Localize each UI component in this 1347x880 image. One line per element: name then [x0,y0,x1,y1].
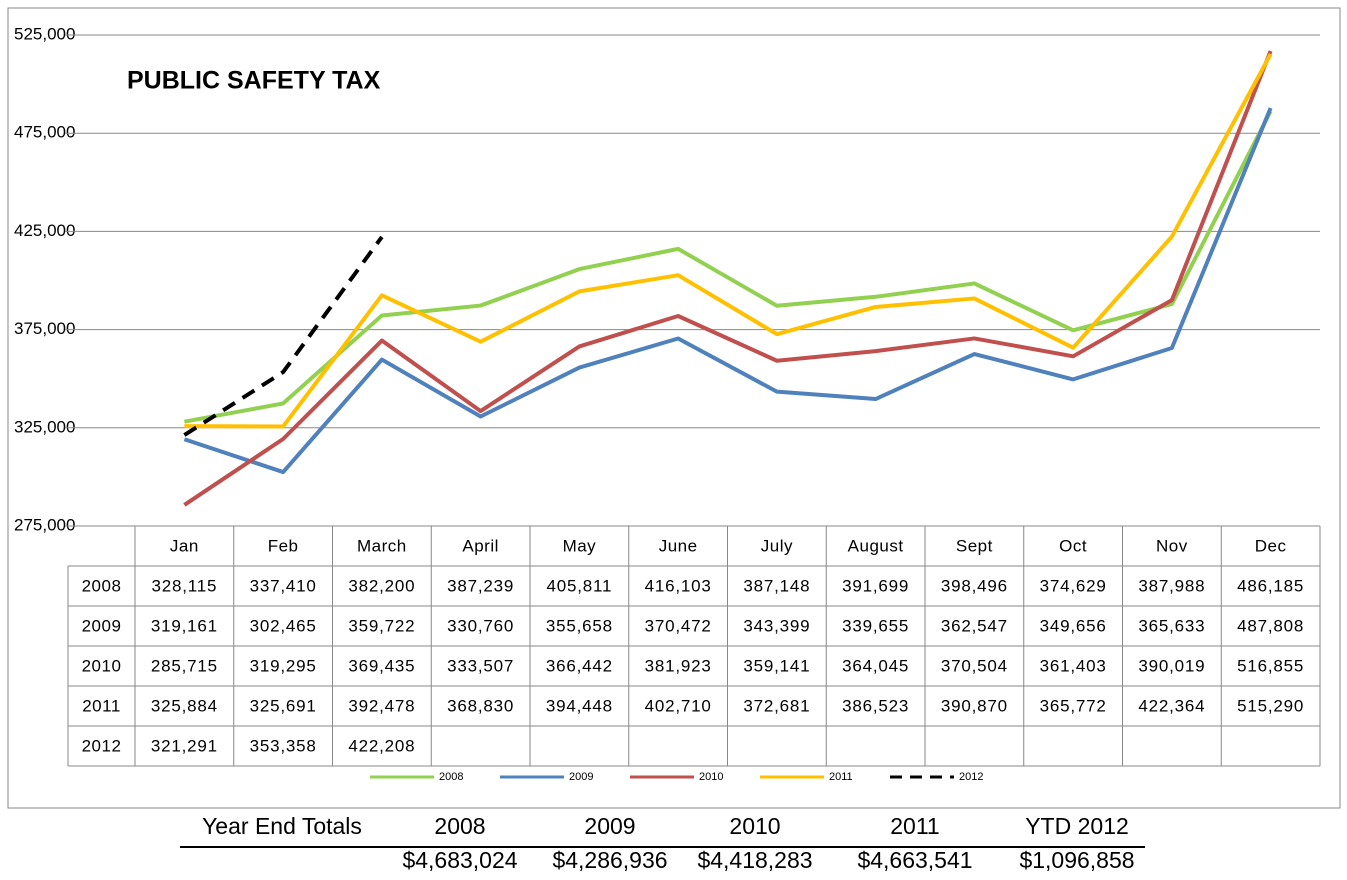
x-tick-label: August [848,536,904,555]
totals-value: $1,096,858 [1019,847,1134,873]
legend-label: 2010 [699,771,723,783]
totals-header: 2008 [434,813,485,839]
data-label: 366,442 [546,656,613,675]
totals-header: YTD 2012 [1025,813,1129,839]
series-line [183,107,1273,475]
y-tick-label: 375,000 [14,319,75,338]
data-label: 387,148 [743,576,810,595]
x-tick-label: June [659,536,698,555]
table-row-label: 2010 [82,656,122,675]
legend-label: 2009 [569,771,593,783]
totals-header: 2009 [584,813,635,839]
totals-value: $4,418,283 [697,847,812,873]
table-row-label: 2008 [82,576,122,595]
totals-header: 2011 [890,813,939,839]
data-label: 353,358 [250,736,317,755]
data-label: 369,435 [348,656,415,675]
data-label: 337,410 [250,576,317,595]
data-label: 398,496 [941,576,1008,595]
x-tick-label: May [563,536,597,555]
data-label: 422,364 [1138,696,1205,715]
legend-label: 2012 [959,771,983,783]
table-row-label: 2011 [82,696,121,715]
chart-title: PUBLIC SAFETY TAX [127,67,381,95]
legend-label: 2011 [829,771,853,783]
data-label: 390,870 [941,696,1008,715]
data-label: 343,399 [743,616,810,635]
data-label: 386,523 [842,696,909,715]
table-row-label: 2012 [82,736,122,755]
data-label: 370,504 [941,656,1008,675]
data-label: 416,103 [645,576,712,595]
data-label: 359,141 [743,656,810,675]
data-label: 359,722 [348,616,415,635]
data-label: 302,465 [250,616,317,635]
data-label: 325,691 [250,696,317,715]
x-tick-label: April [462,536,499,555]
legend-label: 2008 [439,771,463,783]
data-label: 325,884 [151,696,218,715]
data-label: 405,811 [546,576,612,595]
data-label: 362,547 [941,616,1008,635]
x-tick-label: March [357,536,407,555]
y-tick-label: 325,000 [14,417,75,436]
data-label: 374,629 [1040,576,1107,595]
data-label: 516,855 [1237,656,1304,675]
data-label: 349,656 [1040,616,1107,635]
data-label: 422,208 [348,736,415,755]
x-tick-label: July [761,536,793,555]
totals-title: Year End Totals [202,813,362,839]
table-row-label: 2009 [82,616,122,635]
data-label: 486,185 [1237,576,1304,595]
data-label: 381,923 [645,656,712,675]
data-label: 319,161 [151,616,218,635]
data-label: 372,681 [743,696,810,715]
data-label: 319,295 [250,656,317,675]
totals-value: $4,286,936 [552,847,667,873]
data-label: 365,772 [1040,696,1107,715]
series-line [183,235,384,437]
data-label: 387,239 [447,576,514,595]
data-label: 285,715 [151,656,218,675]
series-line [184,110,1273,424]
chart-frame [7,7,1341,809]
y-tick-label: 475,000 [14,123,75,142]
data-label: 330,760 [447,616,514,635]
data-label: 355,658 [546,616,613,635]
data-label: 390,019 [1138,656,1205,675]
totals-value: $4,663,541 [857,847,972,873]
y-tick-label: 275,000 [14,515,75,534]
data-label: 392,478 [348,696,415,715]
y-tick-label: 425,000 [14,221,75,240]
series-line [183,50,1273,507]
data-label: 402,710 [645,696,712,715]
data-label: 328,115 [151,576,217,595]
data-label: 394,448 [546,696,613,715]
data-label: 365,633 [1138,616,1205,635]
data-label: 321,291 [151,736,218,755]
data-label: 361,403 [1040,656,1107,675]
data-label: 333,507 [447,656,514,675]
data-label: 387,988 [1138,576,1205,595]
x-tick-label: Jan [170,536,199,555]
data-label: 382,200 [348,576,415,595]
series-line [184,53,1273,429]
data-label: 515,290 [1237,696,1304,715]
data-label: 368,830 [447,696,514,715]
y-tick-label: 525,000 [14,24,75,43]
totals-header: 2010 [729,813,780,839]
data-label: 339,655 [842,616,909,635]
data-label: 487,808 [1237,616,1304,635]
data-label: 370,472 [645,616,712,635]
x-tick-label: Oct [1059,536,1087,555]
x-tick-label: Nov [1156,536,1188,555]
totals-value: $4,683,024 [402,847,517,873]
data-label: 391,699 [842,576,909,595]
x-tick-label: Feb [268,536,299,555]
data-label: 364,045 [842,656,909,675]
x-tick-label: Dec [1255,536,1287,555]
x-tick-label: Sept [956,536,993,555]
